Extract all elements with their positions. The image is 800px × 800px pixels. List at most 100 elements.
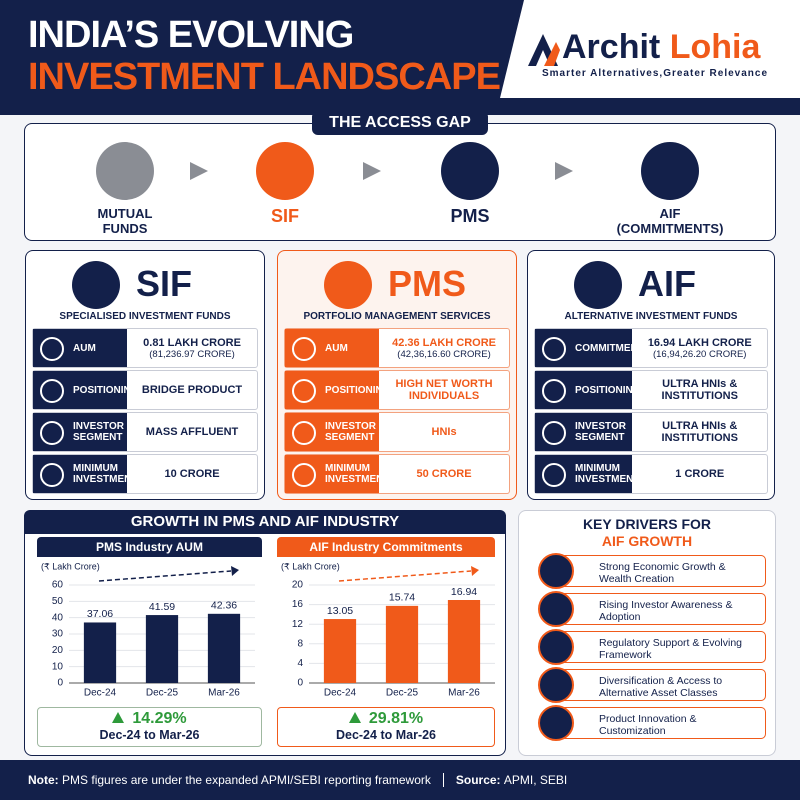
bar (323, 619, 357, 683)
y-tick-label: 0 (297, 678, 303, 689)
card-row: POSITIONING BRIDGE PRODUCT (32, 370, 258, 410)
driver-text: Product Innovation & Customization (558, 707, 766, 739)
value-label: 15.74 (389, 592, 415, 604)
source-label: Source: (455, 773, 501, 787)
chart-title: PMS Industry AUM (37, 537, 262, 557)
note: PMS figures are under the expanded APMI/… (62, 773, 431, 787)
step: PMS (405, 142, 535, 227)
row-label: AUM (33, 329, 128, 367)
row-label-text: MINIMUM INVESTMENT (325, 463, 390, 485)
row-value-text: 10 CRORE (164, 468, 220, 480)
row-label: MINIMUM INVESTMENT (285, 455, 389, 493)
step-icon (441, 142, 499, 200)
card-row: MINIMUM INVESTMENT 50 CRORE (284, 454, 510, 494)
trend-arrow-head (231, 566, 239, 576)
chart: (₹ Lakh Crore) 0 4 8 12 16 20 13.05 Dec-24 15.74 D… (277, 557, 502, 702)
x-tick-label: Dec-24 (324, 688, 357, 699)
growth-change: 29.81% (368, 710, 424, 727)
row-detail: (81,236.97 CRORE) (149, 348, 235, 360)
y-tick-label: 40 (52, 612, 64, 623)
access-gap-title: THE ACCESS GAP (312, 111, 488, 135)
y-tick-label: 10 (52, 661, 64, 672)
row-value-text: ULTRA HNIs & INSTITUTIONS (661, 420, 738, 444)
row-label-text: POSITIONING (73, 384, 139, 396)
growth-period: Dec-24 to Mar-26 (335, 728, 437, 742)
row-value: ULTRA HNIs & INSTITUTIONS (632, 413, 767, 451)
step: AIF (COMMITMENTS) (605, 142, 735, 236)
brand-last: Lohia (669, 28, 761, 66)
row-label-text: AUM (73, 342, 96, 354)
card-row: INVESTOR SEGMENT ULTRA HNIs & INSTITUTION… (534, 412, 768, 452)
row-label: INVESTOR SEGMENT (33, 413, 128, 451)
row-label-text: POSITIONING (575, 384, 641, 396)
title-line1: INDIA’S EVOLVING (28, 14, 354, 56)
bar (447, 599, 481, 683)
row-value: ULTRA HNIs & INSTITUTIONS (632, 371, 767, 409)
row-label-text: COMMITMENTS (575, 342, 651, 354)
row-value: 16.94 LAKH CRORE (16,94,26.20 CRORE) (632, 329, 767, 367)
step-label: SIF (270, 206, 299, 226)
card-icon (574, 261, 622, 309)
row-value-text: 1 CRORE (675, 468, 725, 480)
card-icon (72, 261, 120, 309)
growth-change: 14.29% (132, 710, 187, 727)
card-title: SIF (136, 263, 193, 304)
x-tick-label: Mar-26 (448, 688, 480, 699)
y-tick-label: 30 (52, 629, 64, 640)
row-icon (40, 421, 64, 445)
card: PMS PORTFOLIO MANAGEMENT SERVICES AUM 42.36… (277, 250, 517, 500)
card-title: AIF (638, 263, 696, 304)
driver-icon (538, 591, 574, 627)
row-label: AUM (285, 329, 380, 367)
card-subtitle: PORTFOLIO MANAGEMENT SERVICES (303, 311, 491, 322)
arrow (190, 162, 208, 180)
row-detail: (42,36,16.60 CRORE) (397, 348, 491, 360)
row-value-text: 0.81 LAKH CRORE (143, 336, 241, 349)
y-tick-label: 20 (52, 645, 64, 656)
step: SIF (220, 142, 350, 227)
y-axis-label: (₹ Lakh Crore) (41, 561, 100, 571)
row-detail: (16,94,26.20 CRORE) (652, 348, 747, 360)
growth-change-line: 29.81% (278, 710, 494, 728)
driver-text: Rising Investor Awareness & Adoption (558, 593, 766, 625)
row-icon (542, 337, 566, 361)
value-label: 16.94 (451, 586, 477, 598)
row-icon (292, 463, 316, 487)
row-value-text: 42.36 LAKH CRORE (392, 336, 496, 349)
row-icon (40, 463, 64, 487)
row-label: COMMITMENTS (535, 329, 651, 367)
row-label: POSITIONING (535, 371, 641, 409)
brand-first: Archit (562, 28, 661, 66)
growth-change-line: 14.29% (38, 710, 261, 728)
arrow (362, 162, 381, 180)
row-label: MINIMUM INVESTMENT (33, 455, 137, 493)
step-label: PMS (450, 206, 490, 226)
drivers-title2: AIF GROWTH (601, 533, 693, 549)
row-value: MASS AFFLUENT (127, 413, 257, 451)
row-value: HIGH NET WORTH INDIVIDUALS (379, 371, 509, 409)
row-label: INVESTOR SEGMENT (285, 413, 380, 451)
trend-arrow-head (471, 566, 479, 576)
step-icon (96, 142, 154, 200)
step: MUTUAL FUNDS (60, 142, 190, 236)
row-label: MINIMUM INVESTMENT (535, 455, 639, 493)
row-value: BRIDGE PRODUCT (127, 371, 257, 409)
chart-title: AIF Industry Commitments (277, 537, 495, 557)
trend-arrow (98, 570, 232, 582)
row-label-text: POSITIONING (325, 384, 391, 396)
row-value: 50 CRORE (379, 455, 509, 493)
step-icon (256, 142, 314, 200)
row-value-text: BRIDGE PRODUCT (141, 384, 243, 396)
card: SIF SPECIALISED INVESTMENT FUNDS AUM 0.81 L… (25, 250, 265, 500)
logo-mark (528, 34, 560, 66)
row-icon (292, 421, 316, 445)
card-row: INVESTOR SEGMENT MASS AFFLUENT (32, 412, 258, 452)
growth-summary: 14.29% Dec-24 to Mar-26 (37, 707, 262, 747)
tagline: Smarter Alternatives,Greater Relevance (541, 68, 769, 79)
drivers-list: Strong Economic Growth & Wealth Creation… (518, 0, 776, 800)
row-label: POSITIONING (33, 371, 139, 409)
row-icon (542, 379, 566, 403)
card-subtitle: SPECIALISED INVESTMENT FUNDS (59, 311, 231, 322)
y-tick-label: 12 (292, 619, 304, 630)
